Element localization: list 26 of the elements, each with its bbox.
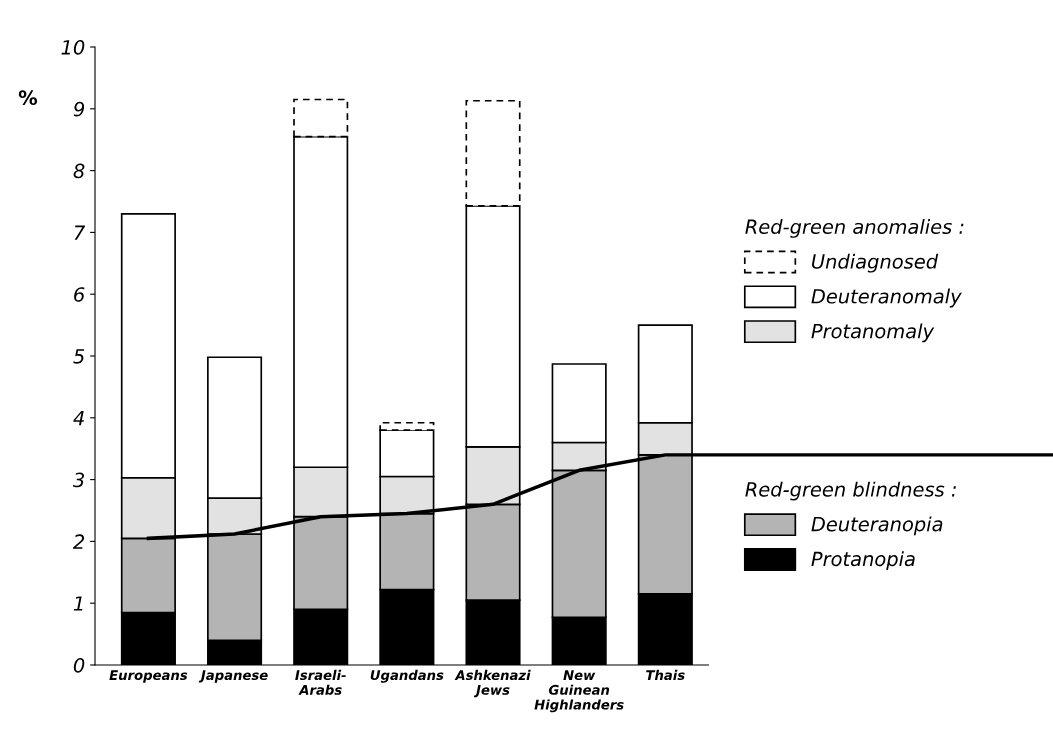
x-tick-label: Japanese xyxy=(198,670,268,683)
y-tick-label: 8 xyxy=(73,163,85,179)
y-tick-label: 7 xyxy=(74,225,86,240)
y-axis-title: % xyxy=(18,90,38,106)
text: Red-green blindness : xyxy=(745,481,956,501)
y-tick-label: 3 xyxy=(72,472,85,488)
legend-label: Protanopia xyxy=(811,551,915,571)
y-tick-label: 0 xyxy=(73,657,85,673)
x-tick-label: Ashkenazi Jews xyxy=(454,669,531,698)
x-tick-label: Israeli- Arabs xyxy=(295,669,346,695)
legend-label: Deuteranomaly xyxy=(811,288,962,308)
y-tick-label: 4 xyxy=(73,411,84,426)
y-tick-label: 1 xyxy=(73,596,83,611)
y-tick-label: 6 xyxy=(74,287,85,302)
x-tick-label: Thais xyxy=(646,669,685,681)
text: Red-green anomalies : xyxy=(745,219,964,238)
x-tick-label: New Guinean Highlanders xyxy=(534,670,624,713)
x-tick-label: Ugandans xyxy=(370,669,444,683)
legend-label: Undiagnosed xyxy=(812,253,939,273)
y-tick-label: 5 xyxy=(73,349,85,364)
y-tick-label: 9 xyxy=(73,101,85,117)
legend-label: Protanomaly xyxy=(811,323,935,343)
y-tick-label: 2 xyxy=(72,534,85,549)
legend-label: Deuteranopia xyxy=(811,516,943,536)
y-tick-label: 10 xyxy=(61,39,85,55)
x-tick-label: Europeans xyxy=(109,670,188,683)
